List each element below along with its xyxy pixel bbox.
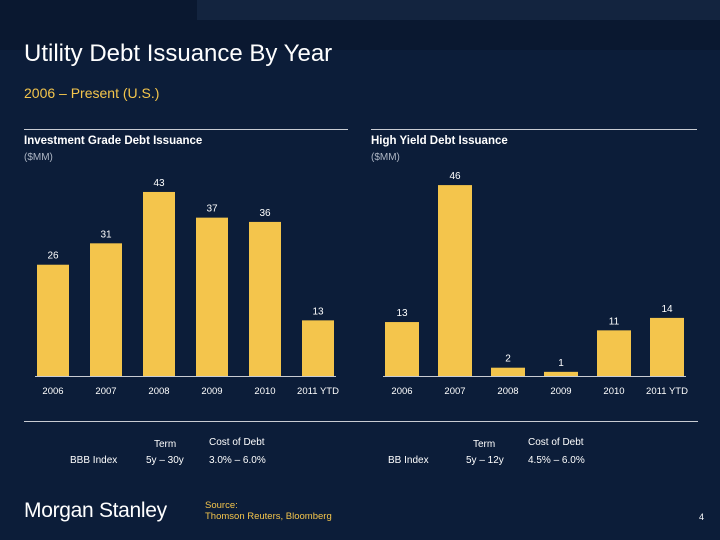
ig-bar-2009 (196, 217, 228, 376)
hy-index-name: BB Index (388, 455, 429, 466)
ig-value-label: 13 (312, 306, 324, 317)
ig-category-label: 2011 YTD (297, 386, 339, 397)
ig-cost-value: 3.0% – 6.0% (209, 455, 266, 466)
hy-value-label: 13 (396, 308, 408, 319)
hy-category-label: 2006 (391, 386, 412, 397)
ig-index-name: BBB Index (70, 455, 118, 466)
hy-value-label: 1 (558, 358, 564, 369)
hy-term-header: Term (473, 439, 496, 450)
hy-bar-2010 (597, 330, 631, 376)
hy-bar-2007 (438, 185, 472, 376)
ig-bar-2008 (143, 191, 175, 376)
source-label: Source: (205, 500, 238, 511)
ig-category-label: 2006 (42, 386, 63, 397)
hy-value-label: 14 (661, 304, 673, 315)
ig-cost-header: Cost of Debt (209, 437, 265, 448)
hy-category-label: 2007 (444, 386, 465, 397)
morgan-stanley-logo: Morgan Stanley (24, 499, 167, 522)
hy-category-label: 2008 (497, 386, 518, 397)
ig-value-label: 43 (153, 178, 165, 189)
ig-value-label: 37 (206, 204, 218, 215)
hy-term-value: 5y – 12y (466, 455, 504, 466)
hy-value-label: 11 (609, 316, 620, 327)
page-subtitle: 2006 – Present (U.S.) (24, 85, 160, 101)
ig-chart-title: Investment Grade Debt Issuance (24, 135, 203, 147)
hy-category-label: 2011 YTD (646, 386, 688, 397)
ig-category-label: 2010 (254, 386, 275, 397)
ig-term-value: 5y – 30y (146, 455, 184, 466)
ig-value-label: 36 (259, 208, 271, 219)
source-text: Thomson Reuters, Bloomberg (205, 511, 332, 522)
hy-value-label: 2 (505, 354, 511, 365)
charts-canvas: 26 2006 31 2007 43 2008 37 2009 36 2010 13 2011 YTD… (35, 171, 688, 397)
ig-category-label: 2008 (148, 386, 169, 397)
tables-top-rule (24, 421, 698, 422)
ig-value-label: 26 (47, 251, 59, 262)
page-title: Utility Debt Issuance By Year (24, 40, 333, 67)
ig-top-rule (24, 129, 348, 130)
ig-category-label: 2007 (95, 386, 116, 397)
hy-category-label: 2009 (550, 386, 571, 397)
ig-category-label: 2009 (201, 386, 222, 397)
hy-cost-header: Cost of Debt (528, 437, 584, 448)
header-accent-bar (197, 0, 720, 20)
ig-bar-2006 (37, 264, 69, 376)
ig-bar-2010 (249, 221, 281, 376)
ig-bar-2011-ytd (302, 320, 334, 376)
hy-bar-2011-ytd (650, 317, 684, 376)
hy-bar-2009 (544, 371, 578, 376)
hy-bar-2006 (385, 322, 419, 376)
hy-chart-units: ($MM) (371, 152, 400, 163)
ig-value-label: 31 (100, 229, 112, 240)
hy-cost-value: 4.5% – 6.0% (528, 455, 585, 466)
hy-category-label: 2010 (603, 386, 624, 397)
ig-bar-2007 (90, 243, 122, 376)
ig-term-header: Term (154, 439, 177, 450)
hy-bar-2008 (491, 367, 525, 376)
hy-top-rule (371, 129, 697, 130)
hy-value-label: 46 (449, 171, 461, 182)
hy-chart-title: High Yield Debt Issuance (371, 135, 508, 147)
page-number: 4 (699, 512, 705, 522)
ig-chart-units: ($MM) (24, 152, 53, 163)
